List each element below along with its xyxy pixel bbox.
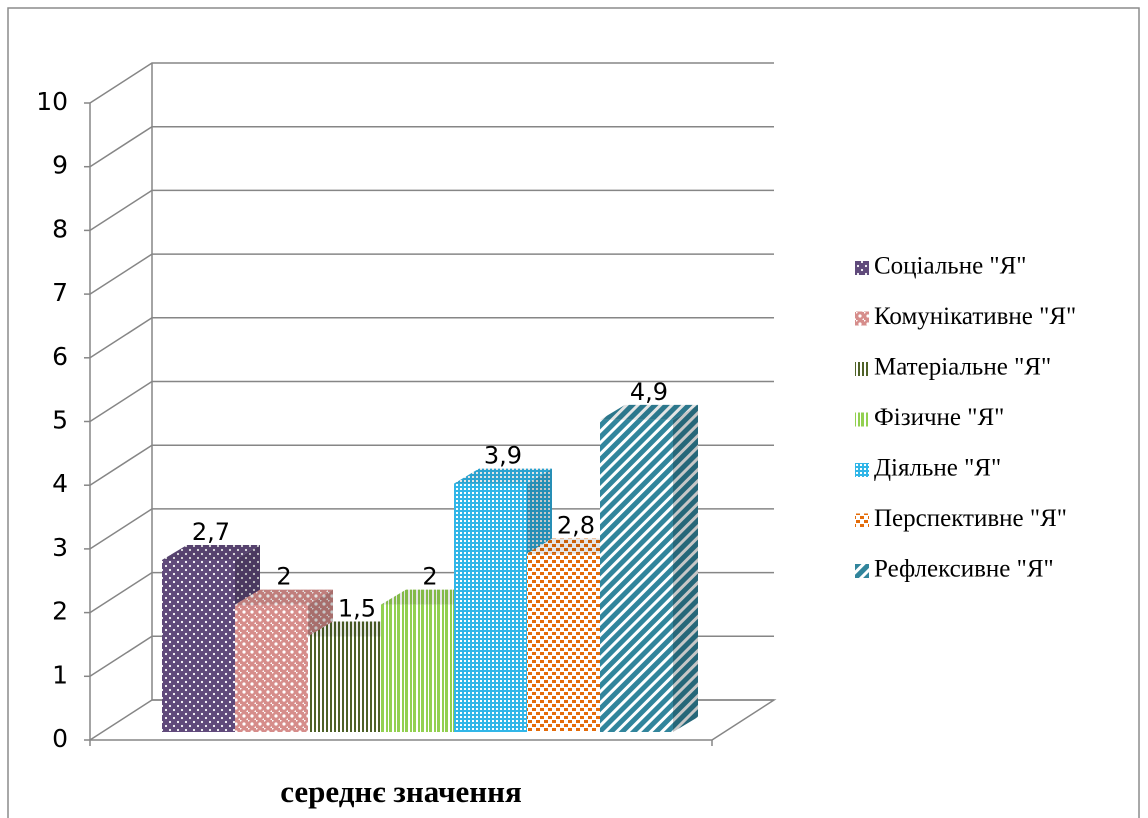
- data-label: 4,9: [630, 378, 668, 406]
- y-tick-label: 6: [52, 342, 68, 371]
- bar-front: [308, 636, 381, 732]
- legend-swatch: [855, 362, 869, 376]
- y-tick-label: 3: [52, 533, 68, 562]
- y-tick-label: 0: [52, 724, 68, 753]
- y-tick-label: 2: [52, 597, 68, 626]
- legend-swatch: [855, 564, 869, 578]
- bar-front: [162, 560, 235, 732]
- y-tick-label: 9: [52, 151, 68, 180]
- data-label: 1,5: [338, 594, 376, 622]
- data-label: 2: [276, 563, 291, 591]
- legend-label: Матеріальне "Я": [874, 354, 1051, 381]
- x-tick-label: середнє значення: [280, 774, 522, 809]
- bar-top: [600, 404, 698, 420]
- legend-swatch: [855, 513, 869, 528]
- legend-label: Діяльне "Я": [874, 455, 1001, 482]
- y-tick-label: 4: [52, 469, 68, 498]
- legend-label: Фізичне "Я": [874, 404, 1004, 431]
- bar-front: [527, 553, 600, 732]
- bar-front: [454, 483, 527, 732]
- legend-label: Рефлексивне "Я": [874, 556, 1054, 583]
- data-label: 3,9: [484, 442, 522, 470]
- y-tick-label: 5: [52, 406, 68, 435]
- legend-swatch: [855, 311, 869, 326]
- y-tick-label: 10: [36, 87, 68, 116]
- bar-top: [454, 468, 552, 484]
- data-label: 2,8: [557, 512, 595, 540]
- bar-top-shade: [600, 404, 698, 420]
- data-label: 2,7: [192, 518, 230, 546]
- legend-label: Комунікативне "Я": [874, 303, 1076, 330]
- bar: [600, 404, 698, 732]
- legend-label: Перспективне "Я": [874, 505, 1067, 532]
- legend-swatch: [855, 412, 869, 427]
- legend-swatch: [855, 261, 869, 275]
- legend-label: Соціальне "Я": [874, 253, 1027, 280]
- legend-swatch: [855, 463, 869, 477]
- bar-top-shade: [162, 545, 260, 561]
- bar-side-shade: [673, 404, 698, 732]
- bar-top-shade: [235, 589, 333, 605]
- y-tick-label: 1: [52, 660, 68, 689]
- bar-front: [235, 604, 308, 732]
- y-tick-label: 7: [52, 278, 68, 307]
- bar-side: [673, 404, 698, 732]
- bar-front: [600, 419, 673, 732]
- y-tick-label: 8: [52, 214, 68, 243]
- data-label: 2: [422, 563, 437, 591]
- bar-front: [381, 604, 454, 732]
- bar-top: [162, 545, 260, 561]
- bar-top: [235, 589, 333, 605]
- bar-top-shade: [454, 468, 552, 484]
